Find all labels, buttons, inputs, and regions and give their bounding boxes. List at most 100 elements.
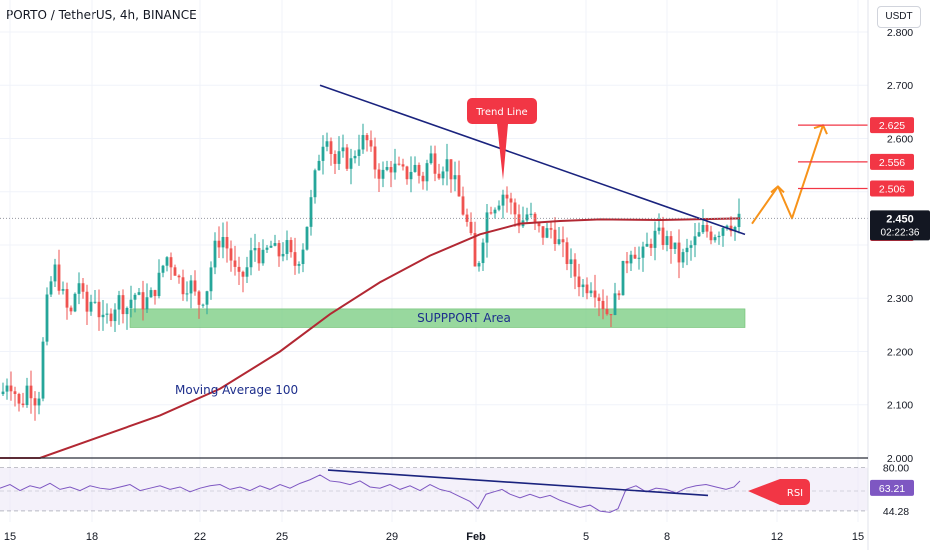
candle-body [477,263,481,267]
candle-body [181,277,185,295]
candle-body [93,301,97,303]
candle-body [361,135,365,150]
candle-body [505,194,509,199]
candle-body [437,173,441,179]
candle-body [601,300,605,310]
candle-body [65,289,69,308]
time-axis[interactable]: 15 18 22 25 29 Feb 5 8 12 15 [4,531,864,543]
candle-body [257,248,261,264]
candle-body [509,198,513,203]
trend-line-callout: Trend Line [467,98,537,180]
price-axis[interactable]: 2.800 2.700 2.600 2.300 2.200 2.100 2.000 2.625… [870,27,930,465]
candle-body [173,267,177,276]
candle-body [449,159,453,180]
candle-body [109,313,113,322]
candle-body [17,393,21,404]
candle-body [345,147,349,169]
candle-body [409,171,413,180]
candle-body [201,304,205,306]
trend-line-callout-shape [467,98,537,180]
candle-body [369,140,373,147]
currency-button[interactable]: USDT [877,6,921,28]
candle-body [713,237,717,241]
candle-body [349,158,353,169]
candle-body [153,290,157,297]
candle-body [689,245,693,248]
candle-body [677,242,681,263]
candle-body [721,227,725,236]
trend-line [319,84,746,236]
rsi-value-tag [870,479,914,496]
trend-line-label: Trend Line [475,107,527,118]
candle-body [317,160,321,171]
grid [0,0,868,522]
candle-body [417,164,421,176]
candle-body [57,264,61,291]
rsi-divergence-line [327,469,709,497]
candle-body [309,197,313,227]
current-price-tag [870,210,930,241]
candle-body [673,242,677,249]
candle-body [217,240,221,248]
rsi-tick-label: 80.00 [883,463,909,475]
projection-arrow [751,124,828,225]
candle-body [81,283,85,292]
candle-body [389,167,393,173]
candle-body [625,260,629,264]
candle-body [301,249,305,265]
candle-body [725,225,729,228]
candle-body [253,248,257,251]
candle-body [365,135,369,141]
candle-body [485,212,489,243]
candle-body [245,267,249,277]
candle-body [589,290,593,294]
candle-body [577,276,581,288]
candle-body [261,249,265,264]
candle-body [101,314,105,318]
candle-body [609,314,613,316]
time-tick-label: 15 [4,531,16,543]
candle-body [225,237,229,249]
candle-body [297,264,301,266]
price-tick-label: 2.700 [887,80,913,92]
candle-body [665,236,669,246]
candle-body [325,141,329,147]
target-price-label: 2.556 [879,157,905,169]
candle-body [5,385,9,392]
candle-body [249,250,253,268]
candle-body [313,170,317,198]
candle-body [21,403,25,406]
candle-body [137,292,141,295]
candle-body [273,243,277,246]
candle-body [205,291,209,305]
candle-body [281,253,285,257]
time-tick-label: 25 [276,531,288,543]
target-price-label: 2.506 [879,184,905,196]
candle-body [241,271,245,277]
candle-body [9,385,13,392]
time-tick-label: 29 [386,531,398,543]
candle-body [185,293,189,295]
target-price-tag [870,153,914,170]
candle-body [693,236,697,246]
candle-body [213,240,217,268]
moving-average-label: Moving Average 100 [175,383,298,397]
candle-body [117,295,121,310]
candle-body [233,260,237,267]
candle-body [441,171,445,179]
candle-body [469,221,473,234]
price-tick-label: 2.000 [887,453,913,465]
candle-body [265,247,269,250]
candle-body [385,167,389,170]
candle-body [269,245,273,248]
candle-body [113,309,117,322]
candle-body [569,259,573,265]
candle-body [401,164,405,167]
support-zone-label: SUPPPORT Area [417,311,511,325]
candle-body [421,175,425,182]
candle-body [529,213,533,215]
candle-body [41,341,45,399]
candles [1,123,741,421]
